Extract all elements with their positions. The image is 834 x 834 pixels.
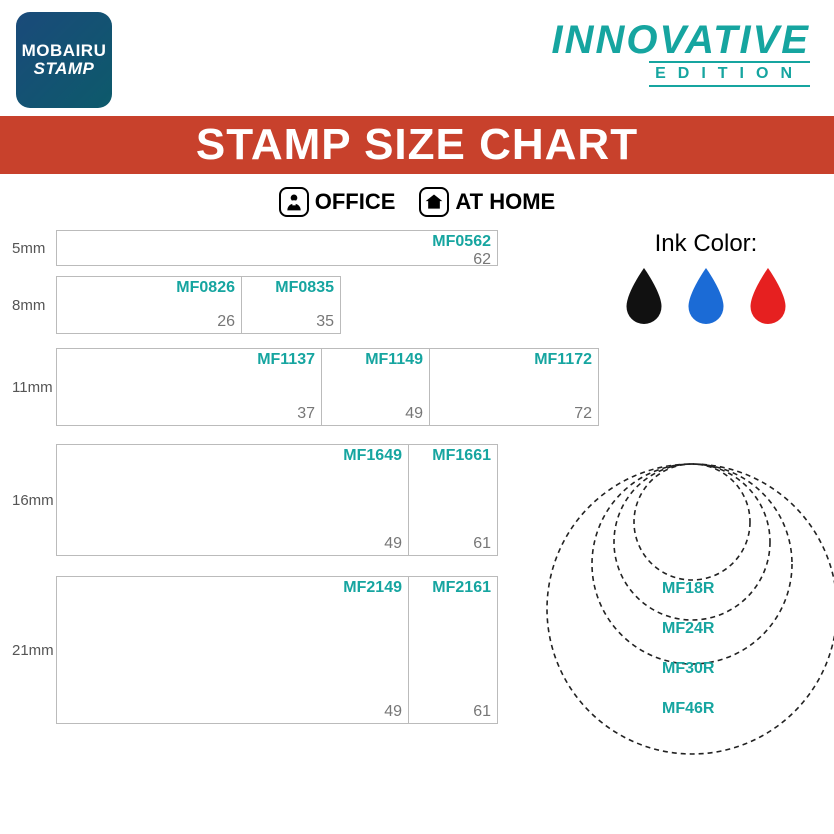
chart-row: 16mmMF1649 49 MF1661 61 [12, 444, 612, 556]
row-height-label: 11mm [12, 348, 56, 426]
size-chart: 5mmMF0562628mmMF082626MF08353511mmMF1137… [12, 230, 612, 724]
row-cells: MF1649 49 MF1661 61 [56, 444, 498, 556]
stamp-code: MF1172 [430, 349, 598, 369]
brand-subtitle: EDITION [649, 61, 810, 87]
ink-drop-icon [746, 268, 790, 329]
ink-section: Ink Color: [606, 230, 806, 329]
chart-row: 5mmMF056262 [12, 230, 612, 266]
stamp-width: 37 [57, 405, 321, 425]
round-stamps: MF18R MF24R MF30R MF46R [562, 460, 822, 800]
round-stamp-circle [634, 464, 750, 580]
stamp-width: 26 [57, 313, 241, 333]
brand-name: INNOVATIVE [551, 18, 810, 63]
row-cells: MF1137 37 MF1149 49 MF1172 72 [56, 348, 599, 426]
stamp-width: 72 [430, 405, 598, 425]
row-height-label: 21mm [12, 576, 56, 724]
stamp-cell: MF2149 49 [57, 577, 409, 723]
round-stamp-label: MF18R [662, 580, 714, 598]
stamp-cell: MF2161 61 [409, 577, 497, 723]
round-stamp-label: MF24R [662, 620, 714, 638]
logo-line1: MOBAIRU [22, 41, 107, 61]
row-cells: MF056262 [56, 230, 498, 266]
ink-drop-icon [684, 268, 728, 329]
stamp-width: 49 [57, 703, 408, 723]
ink-drop-icon [622, 268, 666, 329]
stamp-cell: MF056262 [57, 231, 497, 265]
stamp-code: MF1649 [57, 445, 408, 465]
subtitle-home-label: AT HOME [455, 189, 555, 215]
stamp-code: MF1661 [409, 445, 497, 465]
subtitle-office-label: OFFICE [315, 189, 396, 215]
stamp-cell: MF1149 49 [322, 349, 430, 425]
ink-drops [606, 268, 806, 329]
stamp-width: 62 [57, 251, 497, 271]
stamp-cell: MF1661 61 [409, 445, 497, 555]
stamp-code: MF0835 [242, 277, 340, 297]
stamp-cell: MF1172 72 [430, 349, 598, 425]
row-height-label: 16mm [12, 444, 56, 556]
header: MOBAIRU STAMP INNOVATIVE EDITION [0, 0, 834, 110]
stamp-width: 61 [409, 535, 497, 555]
round-stamp-label: MF30R [662, 660, 714, 678]
subtitle-office: OFFICE [279, 187, 396, 217]
row-height-label: 8mm [12, 276, 56, 334]
logo-line2: STAMP [34, 59, 95, 79]
stamp-cell: MF0835 35 [242, 277, 340, 333]
title-bar: STAMP SIZE CHART [0, 116, 834, 174]
subtitle-home: AT HOME [419, 187, 555, 217]
chart-row: 21mmMF2149 49 MF2161 61 [12, 576, 612, 724]
chart-row: 8mmMF0826 26MF0835 35 [12, 276, 612, 334]
row-height-label: 5mm [12, 230, 56, 266]
stamp-width: 61 [409, 703, 497, 723]
logo: MOBAIRU STAMP [16, 12, 112, 108]
round-stamp-label: MF46R [662, 700, 714, 718]
stamp-code: MF2161 [409, 577, 497, 597]
stamp-width: 49 [322, 405, 429, 425]
chart-row: 11mmMF1137 37 MF1149 49 MF1172 72 [12, 348, 612, 426]
stamp-cell: MF1137 37 [57, 349, 322, 425]
subtitle-row: OFFICE AT HOME [0, 180, 834, 224]
row-cells: MF0826 26MF0835 35 [56, 276, 341, 334]
page-title: STAMP SIZE CHART [196, 120, 638, 170]
ink-title: Ink Color: [606, 230, 806, 258]
stamp-cell: MF1649 49 [57, 445, 409, 555]
brand: INNOVATIVE EDITION [551, 18, 810, 87]
stamp-width: 49 [57, 535, 408, 555]
stamp-code: MF2149 [57, 577, 408, 597]
home-icon [419, 187, 449, 217]
stamp-code: MF0826 [57, 277, 241, 297]
stamp-code: MF1137 [57, 349, 321, 369]
row-cells: MF2149 49 MF2161 61 [56, 576, 498, 724]
stamp-code: MF1149 [322, 349, 429, 369]
stamp-code: MF0562 [57, 231, 497, 251]
stamp-width: 35 [242, 313, 340, 333]
stamp-cell: MF0826 26 [57, 277, 242, 333]
person-icon [279, 187, 309, 217]
